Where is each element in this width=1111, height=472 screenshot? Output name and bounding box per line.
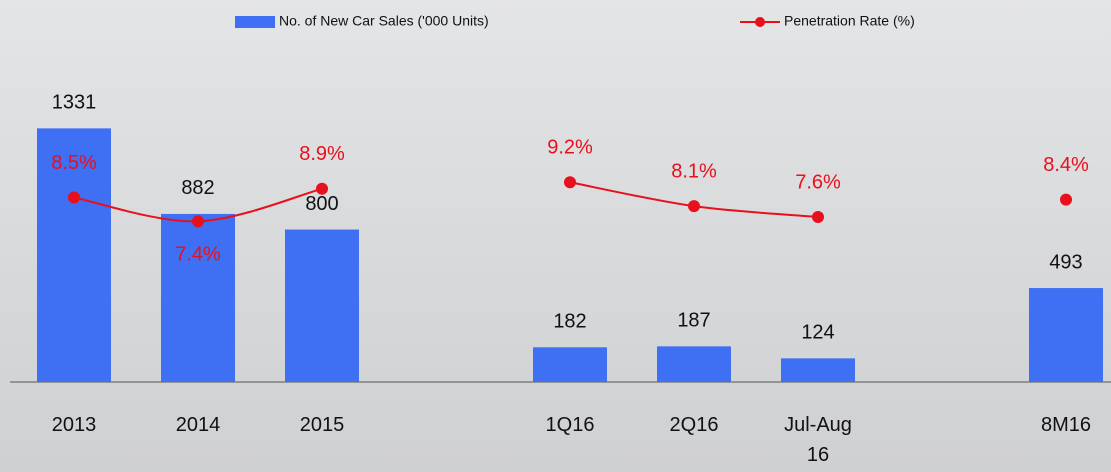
line-value-label: 8.4% bbox=[1043, 154, 1089, 176]
bar-value-label: 124 bbox=[801, 322, 834, 344]
x-tick-label: 2014 bbox=[175, 414, 221, 436]
line-value-label: 7.4% bbox=[175, 244, 221, 266]
line-marker bbox=[68, 191, 80, 204]
legend-swatch bbox=[235, 16, 275, 28]
line-value-label: 9.2% bbox=[547, 137, 593, 159]
x-tick-label: 1Q16 bbox=[545, 414, 595, 436]
bar-value-label: 187 bbox=[677, 310, 710, 332]
x-tick-label: 2013 bbox=[51, 414, 97, 436]
bar bbox=[37, 128, 111, 382]
legend-label: Penetration Rate (%) bbox=[784, 13, 915, 29]
x-tick-label: Jul-Aug 16 bbox=[784, 414, 852, 466]
line-value-label: 8.5% bbox=[51, 152, 97, 174]
legend-label: No. of New Car Sales ('000 Units) bbox=[279, 13, 489, 29]
bar bbox=[657, 346, 731, 382]
bar-value-label: 182 bbox=[553, 311, 586, 333]
line-value-label: 7.6% bbox=[795, 171, 841, 193]
bar bbox=[1029, 288, 1103, 382]
line-marker bbox=[1060, 193, 1072, 206]
line-marker bbox=[564, 176, 576, 189]
line-marker bbox=[316, 182, 328, 195]
bar bbox=[781, 358, 855, 382]
bar-value-label: 800 bbox=[305, 193, 338, 215]
legend-swatch bbox=[755, 17, 765, 27]
bar bbox=[161, 213, 235, 382]
line-marker bbox=[192, 215, 204, 228]
bar-value-label: 882 bbox=[181, 177, 214, 199]
x-tick-label: 2015 bbox=[299, 414, 345, 436]
x-tick-label: 2Q16 bbox=[669, 414, 719, 436]
bar bbox=[533, 347, 607, 382]
line-marker bbox=[688, 200, 700, 213]
line-value-label: 8.1% bbox=[671, 160, 717, 182]
bar-value-label: 493 bbox=[1049, 251, 1082, 273]
line-marker bbox=[812, 211, 824, 224]
bar bbox=[285, 229, 359, 382]
line-value-label: 8.9% bbox=[299, 143, 345, 165]
bar-value-label: 1331 bbox=[52, 92, 97, 114]
x-tick-label: 8M16 bbox=[1040, 414, 1092, 436]
